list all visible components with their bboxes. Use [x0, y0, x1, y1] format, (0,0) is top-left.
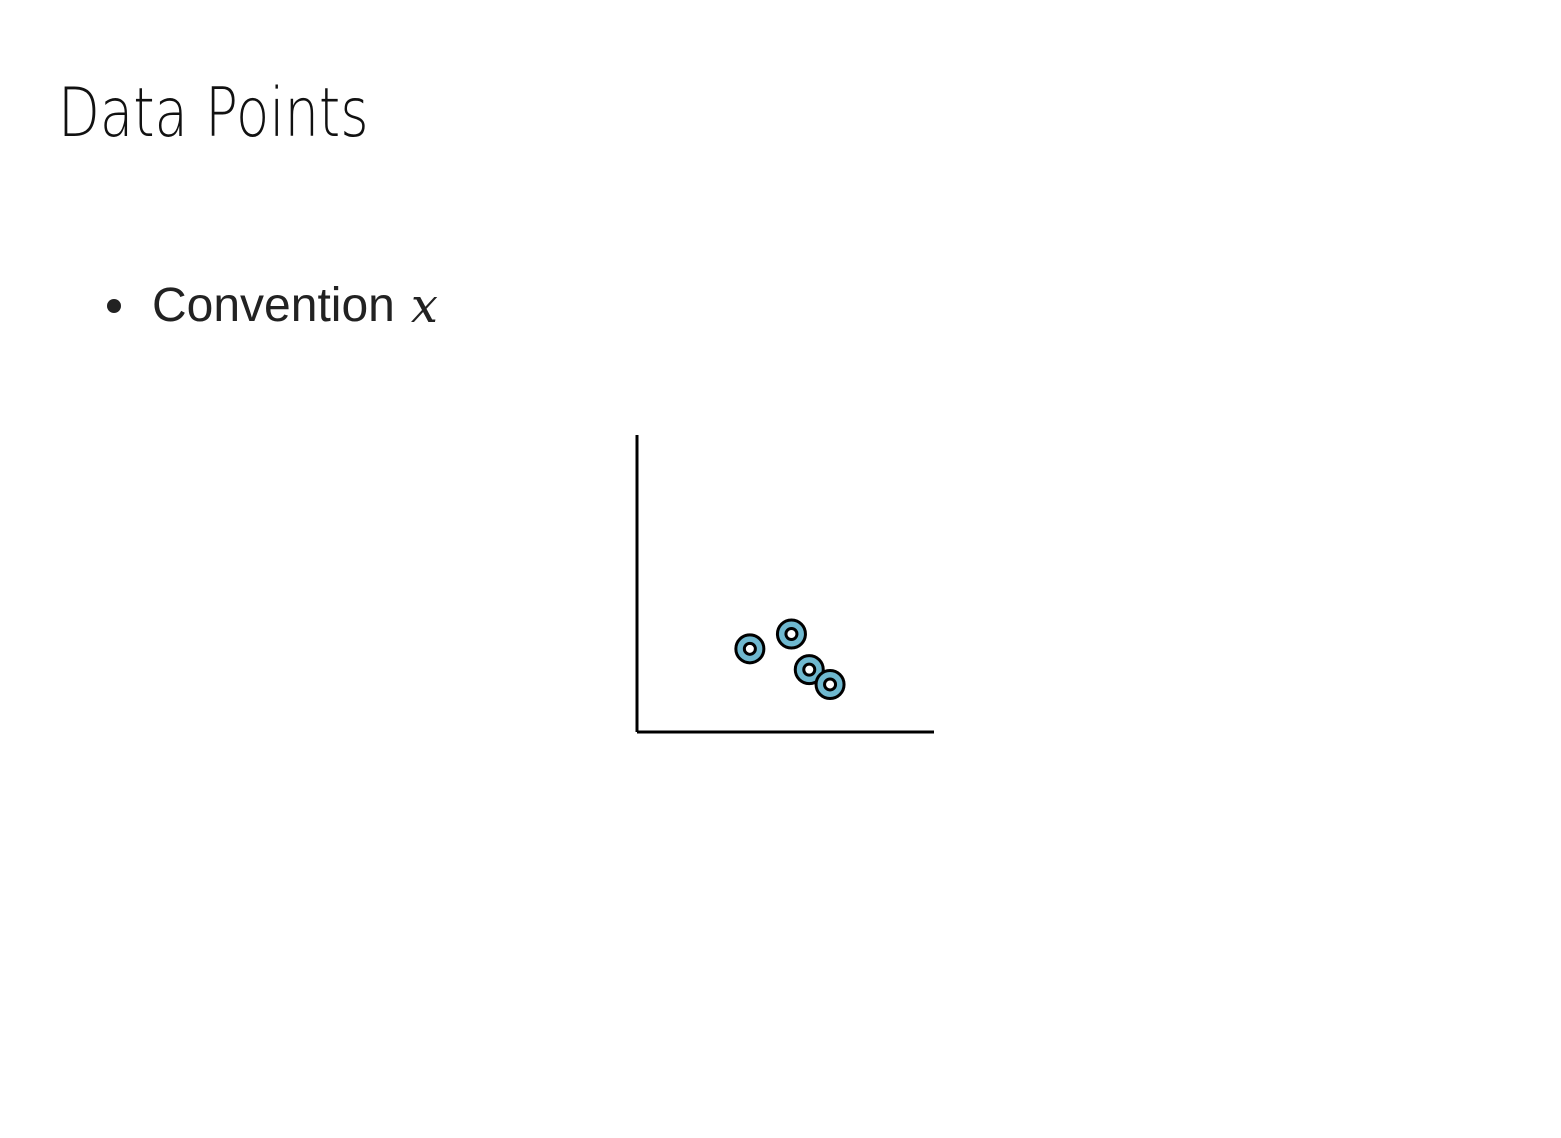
data-point-center — [802, 662, 817, 677]
data-point — [814, 668, 846, 700]
math-variable: x — [410, 278, 438, 334]
bullet-text: Convention — [152, 279, 395, 332]
scatter-chart — [635, 435, 934, 734]
data-point-center — [742, 641, 757, 656]
bullet-list: Convention x — [107, 278, 438, 334]
data-point — [734, 633, 766, 665]
bullet-dot-icon — [107, 299, 121, 314]
slide-title: Data Points — [58, 74, 369, 153]
bullet-item: Convention x — [107, 278, 438, 334]
data-point — [793, 654, 825, 686]
data-point-center — [784, 626, 799, 641]
data-point — [775, 618, 807, 650]
points-layer — [734, 618, 846, 700]
data-point-center — [823, 677, 838, 692]
